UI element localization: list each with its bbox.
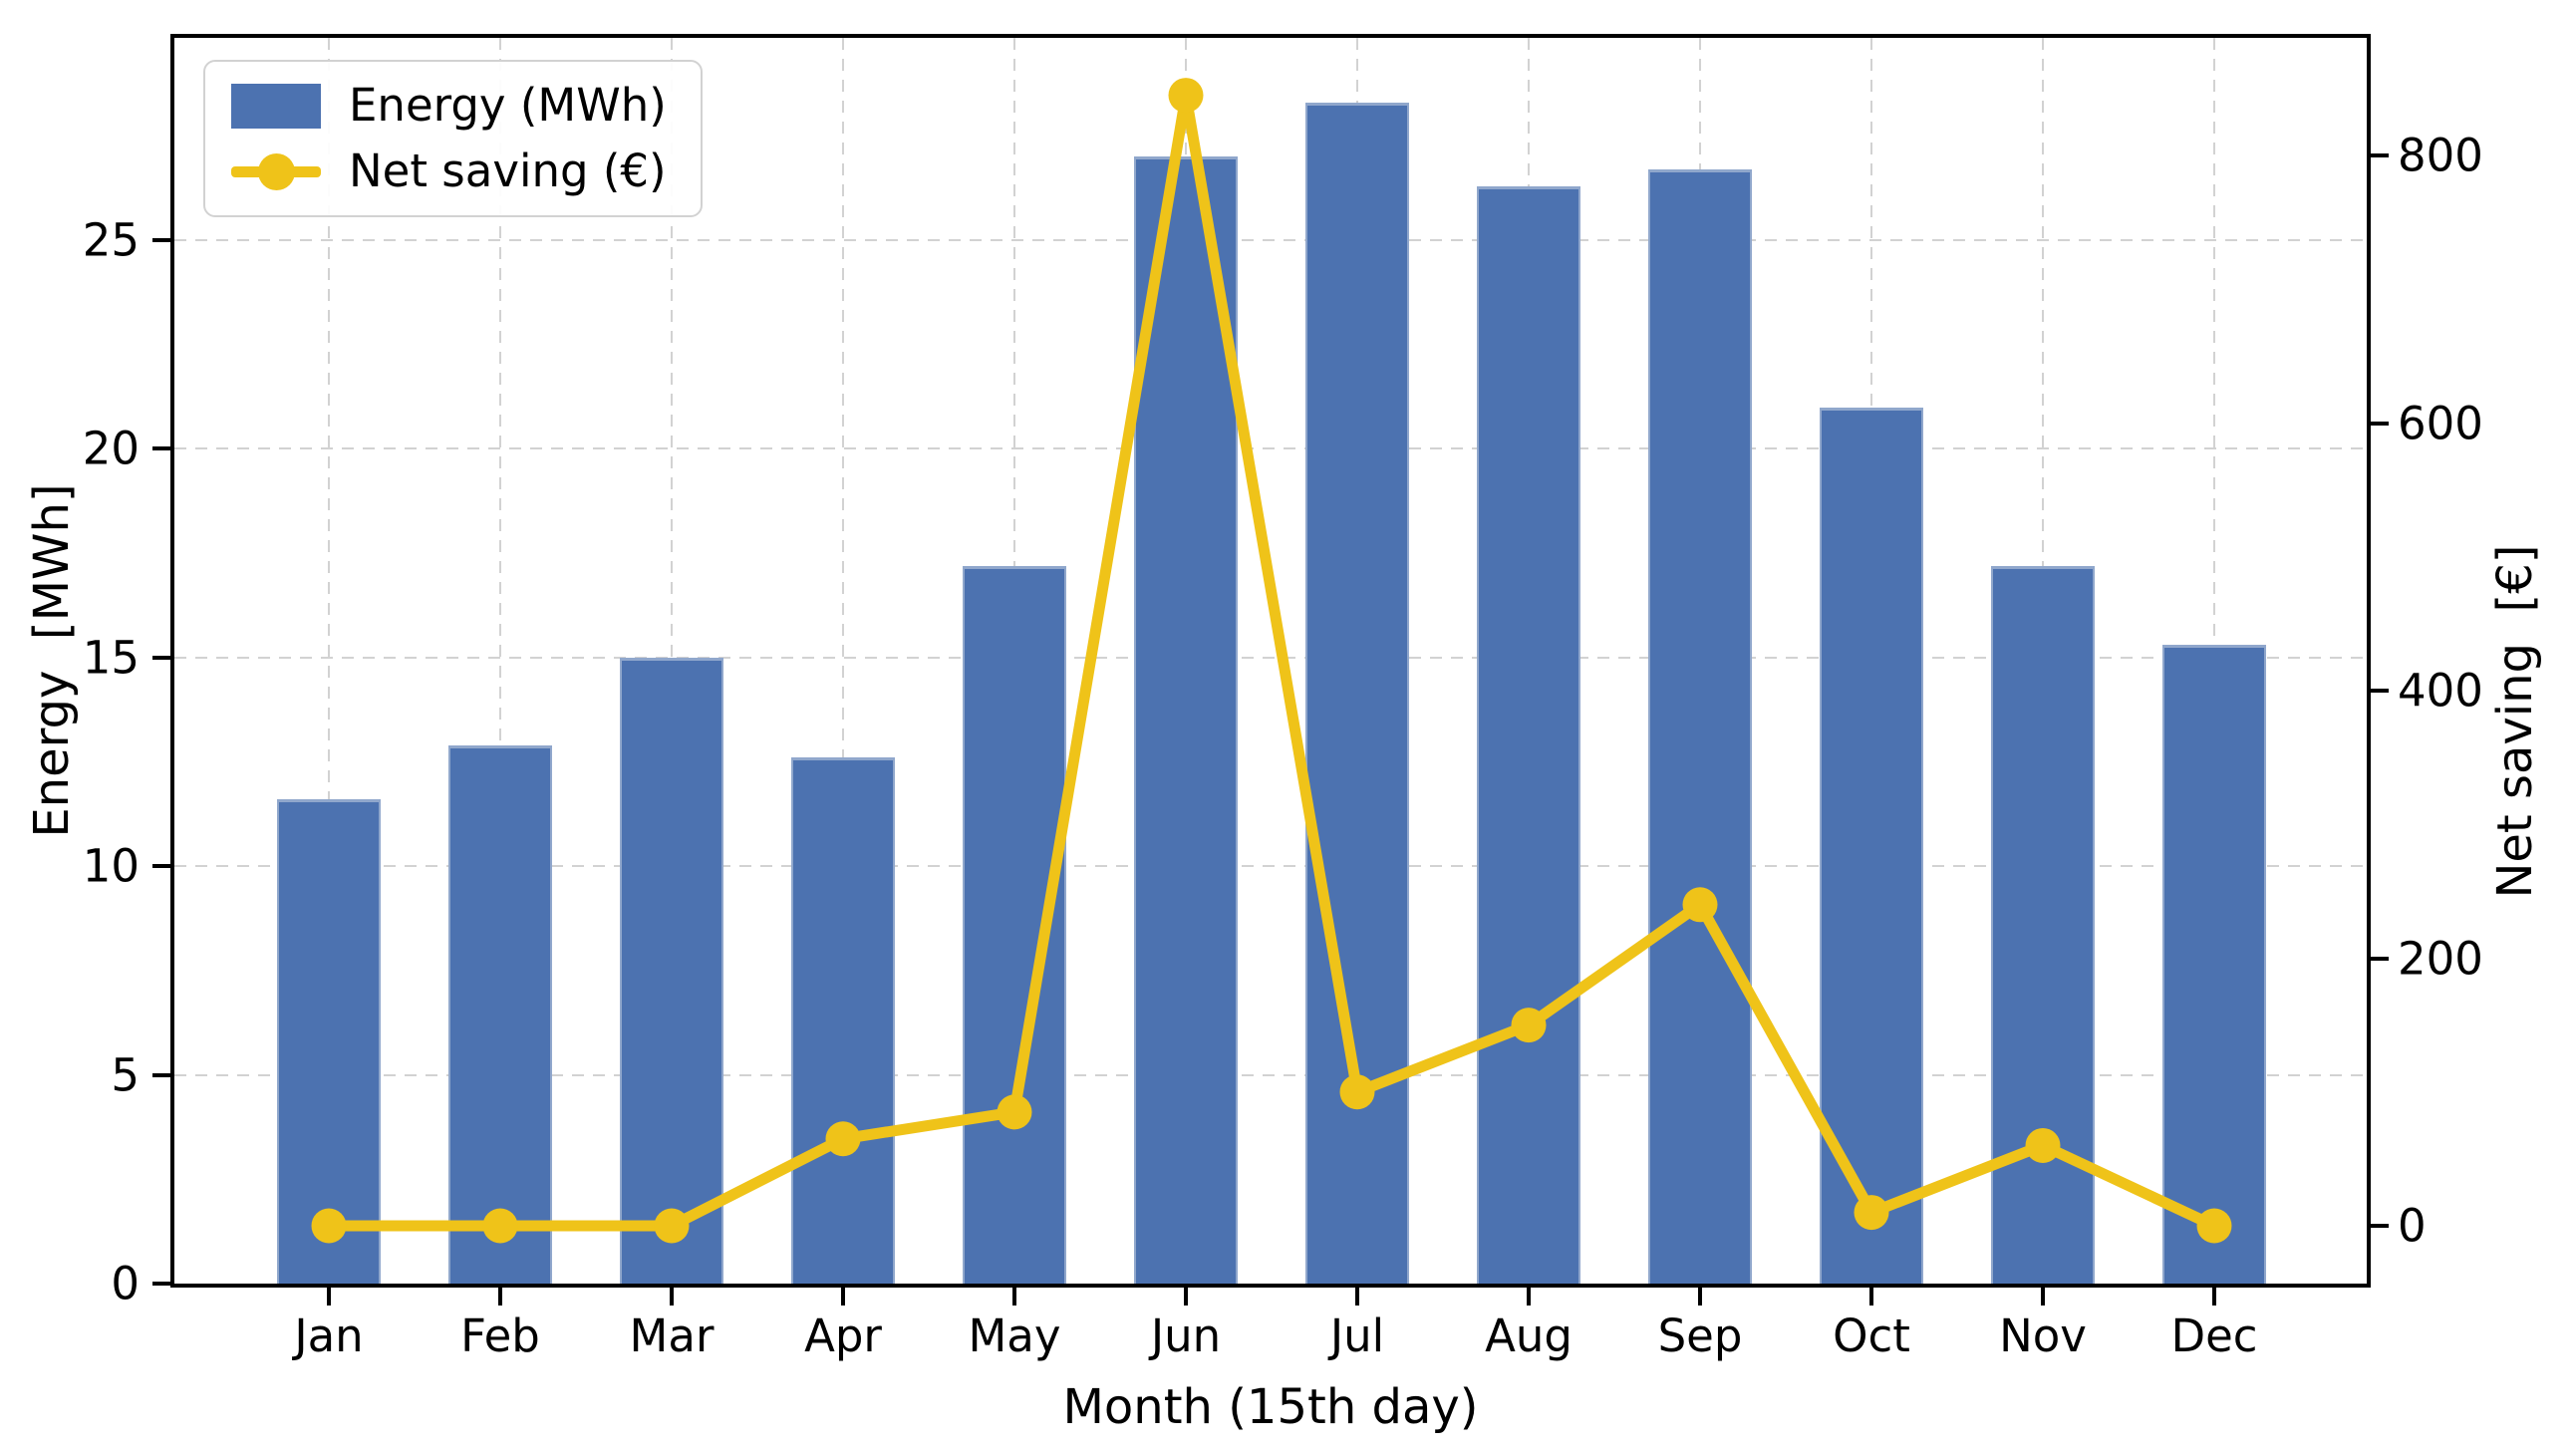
bar-aug [1477,185,1580,1284]
net-saving-line [329,90,2217,1232]
bottom-tick [1012,1288,1016,1306]
bar-jun [1134,156,1238,1284]
x-tick-label: May [968,1309,1061,1362]
left-tick-label: 10 [82,839,140,893]
x-tick-label: Apr [804,1309,882,1362]
right-tick-label: 200 [2398,932,2483,985]
h-gridline [174,865,2367,868]
bottom-tick [498,1288,502,1306]
x-tick-label: Feb [460,1309,540,1362]
left-tick-label: 20 [82,422,140,475]
x-tick-label: Mar [629,1309,715,1362]
v-gridline [499,38,501,1284]
left-tick-label: 0 [111,1257,140,1310]
right-tick [2371,1224,2389,1228]
net-saving-marker-jun [1168,78,1204,114]
legend-entry-net-saving: Net saving (€) [231,147,667,195]
left-tick [152,864,170,869]
x-tick-label: Oct [1833,1309,1910,1362]
bar-oct [1820,407,1923,1284]
bottom-tick [670,1288,674,1306]
right-tick-label: 800 [2398,129,2483,182]
h-gridline [174,239,2367,242]
v-gridline [328,38,330,1284]
right-tick [2371,689,2389,693]
legend-label-energy: Energy (MWh) [349,79,667,132]
h-gridline [174,447,2367,450]
right-tick-label: 400 [2398,664,2483,718]
x-tick-label: Sep [1657,1309,1743,1362]
bar-mar [620,657,723,1284]
right-axis-title: Net saving [€] [2487,544,2543,899]
right-tick [2371,956,2389,961]
left-tick [152,655,170,660]
bottom-tick [1698,1288,1702,1306]
energy-bar-swatch-icon [231,83,321,129]
net-saving-marker-aug [1511,1008,1547,1043]
legend-label-net-saving: Net saving (€) [349,145,667,197]
net-saving-marker-apr [825,1121,861,1157]
h-gridline [174,656,2367,659]
bottom-tick [1184,1288,1188,1306]
net-saving-marker-sep [1682,887,1718,923]
v-gridline [842,38,844,1284]
x-tick-label: Jun [1150,1309,1222,1362]
left-tick-label: 15 [82,631,140,685]
bar-sep [1648,168,1752,1284]
bottom-tick [1527,1288,1531,1306]
left-tick [152,238,170,243]
bar-apr [791,757,895,1284]
bottom-tick [2041,1288,2045,1306]
net-saving-marker-oct [1854,1195,1889,1231]
x-tick-label: Nov [1999,1309,2087,1362]
x-tick-label: Jul [1329,1309,1385,1362]
bar-jan [277,799,381,1284]
right-tick [2371,421,2389,426]
net-saving-marker-may [997,1094,1032,1130]
left-tick-label: 5 [111,1048,140,1102]
left-tick [152,1282,170,1286]
x-axis-title: Month (15th day) [1062,1379,1479,1435]
left-tick [152,446,170,451]
x-tick-label: Aug [1485,1309,1573,1362]
left-tick-label: 25 [82,213,140,267]
bottom-tick [327,1288,331,1306]
x-tick-label: Dec [2170,1309,2258,1362]
net-saving-marker-dec [2196,1208,2232,1244]
right-tick-label: 600 [2398,397,2483,449]
bottom-tick [1869,1288,1873,1306]
net-saving-line-swatch-icon [231,149,321,194]
net-saving-marker-jan [311,1208,347,1244]
net-saving-marker-feb [482,1208,518,1244]
legend: Energy (MWh) Net saving (€) [203,60,703,217]
left-tick [152,1072,170,1077]
net-saving-marker-jul [1339,1074,1375,1110]
bar-feb [448,744,552,1284]
net-saving-marker-mar [654,1208,690,1244]
right-tick-label: 0 [2398,1199,2427,1253]
bottom-tick [841,1288,845,1306]
h-gridline [174,1073,2367,1076]
legend-entry-energy: Energy (MWh) [231,82,667,130]
bottom-tick [1355,1288,1359,1306]
right-tick [2371,153,2389,157]
net-saving-marker-nov [2025,1127,2061,1163]
bar-dec [2162,645,2266,1284]
bottom-tick [2212,1288,2216,1306]
left-axis-title: Energy [MWh] [24,483,80,838]
x-tick-label: Jan [294,1309,364,1362]
